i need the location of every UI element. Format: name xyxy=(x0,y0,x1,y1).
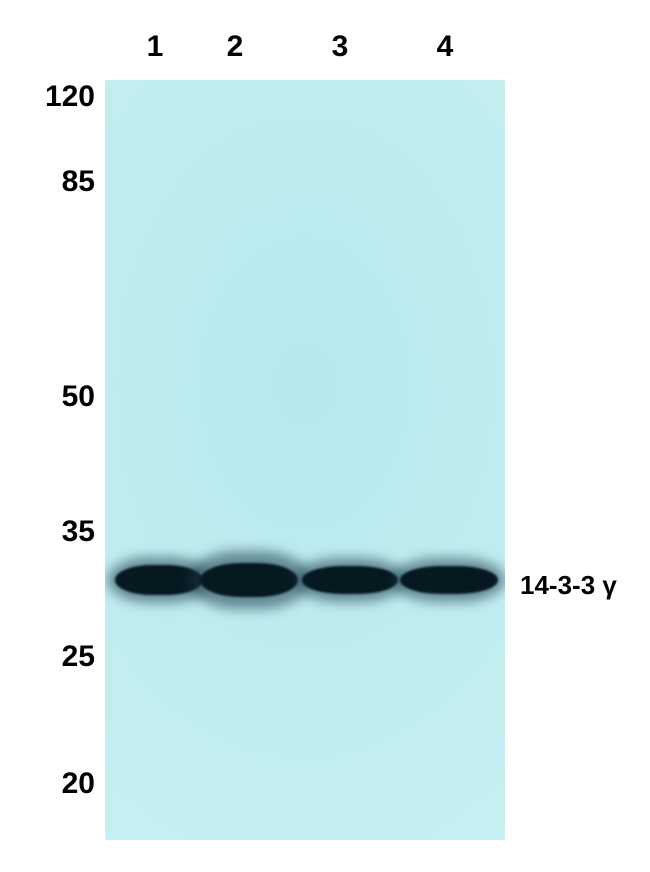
protein-label: 14-3-3 γ xyxy=(520,570,617,601)
lane-label-3: 3 xyxy=(325,30,355,64)
mw-marker-35: 35 xyxy=(15,515,95,549)
mw-marker-50: 50 xyxy=(15,380,95,414)
band-lane-2 xyxy=(200,563,298,597)
band-lane-3 xyxy=(302,566,398,594)
lane-label-2: 2 xyxy=(220,30,250,64)
mw-marker-20: 20 xyxy=(15,767,95,801)
lane-label-4: 4 xyxy=(430,30,460,64)
band-lane-4 xyxy=(400,566,498,594)
blot-membrane xyxy=(105,80,505,840)
lane-label-1: 1 xyxy=(140,30,170,64)
mw-marker-25: 25 xyxy=(15,640,95,674)
mw-marker-120: 120 xyxy=(15,80,95,114)
blot-figure: 1 2 3 4 120 85 50 35 25 20 14-3-3 γ xyxy=(0,0,650,872)
mw-marker-85: 85 xyxy=(15,165,95,199)
